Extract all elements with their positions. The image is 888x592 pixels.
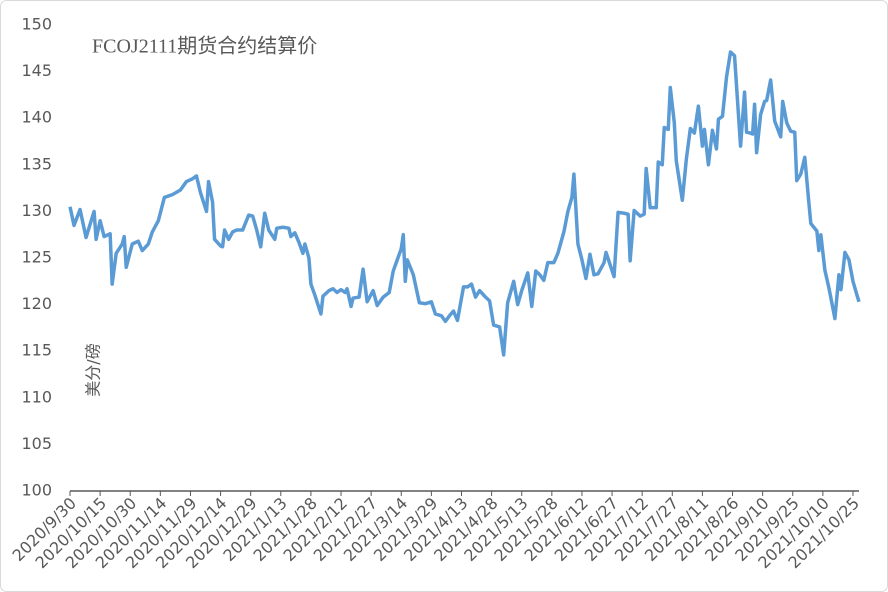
y-tick-label: 105	[21, 434, 52, 453]
chart-title: FCOJ2111期货合约结算价	[92, 35, 317, 58]
y-tick-label: 125	[21, 248, 52, 267]
y-tick-label: 120	[21, 294, 52, 313]
y-tick-label: 135	[21, 154, 52, 173]
y-tick-label: 130	[21, 201, 52, 220]
y-tick-label: 150	[21, 15, 52, 34]
y-tick-label: 145	[21, 61, 52, 80]
y-axis-label: 美分/磅	[84, 343, 103, 396]
y-tick-label: 140	[21, 108, 52, 127]
data-line	[68, 50, 861, 357]
y-tick-label: 110	[21, 387, 52, 406]
y-tick-label: 115	[21, 341, 52, 360]
y-tick-label: 100	[21, 481, 52, 500]
